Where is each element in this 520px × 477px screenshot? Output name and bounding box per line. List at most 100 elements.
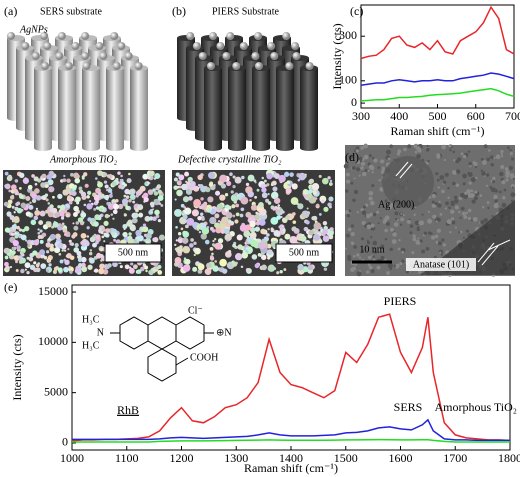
tem-noise (361, 220, 366, 225)
tem-noise (459, 192, 465, 198)
tem-noise (449, 230, 452, 234)
sem-grain (68, 191, 72, 195)
series-line (71, 313, 511, 442)
pillar (58, 68, 76, 148)
sem-grain (37, 231, 41, 235)
tem-noise (384, 228, 388, 233)
sem-grain (328, 234, 334, 240)
tem-noise (383, 217, 388, 222)
tem-noise (491, 180, 496, 184)
sem-grain (69, 270, 73, 274)
tem-noise (384, 238, 388, 241)
tem-noise (422, 234, 426, 237)
tem-noise (347, 227, 352, 232)
sem-grain (34, 182, 38, 186)
nanoparticle (81, 52, 90, 60)
tem-noise (350, 181, 354, 185)
sem-grain (147, 175, 151, 180)
nanoparticle (291, 42, 300, 50)
sem-grain (73, 225, 79, 231)
molecule-label: ⊕N (216, 327, 232, 338)
sem-grain (128, 172, 131, 176)
sem-grain (107, 188, 113, 193)
sem-grain (68, 200, 73, 205)
sem-grain (265, 198, 270, 203)
tem-noise (353, 245, 357, 249)
sem-grain (303, 226, 309, 232)
sem-grain (249, 226, 256, 233)
nanoparticle (40, 32, 49, 40)
tem-noise (504, 167, 509, 171)
sem-grain (121, 181, 126, 186)
tem-noise (467, 208, 472, 213)
panel-label: (c) (350, 4, 363, 18)
tem-noise (387, 204, 393, 210)
sem-grain (197, 269, 203, 274)
sem-grain (27, 244, 31, 248)
tem-noise (355, 149, 359, 153)
tem-noise (393, 222, 399, 227)
nanoparticle (71, 42, 80, 50)
sem-grain (72, 222, 75, 225)
sem-grain (7, 199, 13, 205)
x-tick-label: 400 (390, 109, 408, 123)
sem-grain (9, 265, 13, 269)
sem-grain (201, 227, 210, 235)
nanoparticle (21, 42, 30, 50)
tem-noise (372, 255, 375, 258)
tem-noise (361, 249, 365, 253)
tem-noise (462, 154, 467, 159)
sem-grain (128, 199, 132, 203)
y-tick-label: 0 (62, 435, 68, 449)
sem-grain (125, 205, 130, 211)
tem-noise (358, 174, 361, 177)
sem-grain (78, 262, 83, 268)
tem-noise (437, 186, 441, 189)
sem-grain (217, 220, 221, 223)
sem-grain (105, 188, 109, 192)
tem-noise (370, 236, 373, 239)
sem-grain (146, 173, 150, 177)
tem-noise (442, 243, 447, 247)
lattice-label: Anatase (101) (413, 259, 469, 270)
sem-grain (67, 248, 70, 251)
sem-grain (25, 196, 31, 201)
nanoparticle (292, 52, 301, 60)
tem-noise (363, 154, 369, 160)
sem-grain (86, 203, 93, 210)
sem-grain (267, 249, 273, 255)
sem-grain (173, 177, 178, 182)
tem-noise (353, 189, 359, 195)
nanoparticle (192, 42, 201, 50)
sem-grain (240, 265, 244, 269)
nanoparticle (232, 62, 241, 70)
sem-grain (219, 223, 226, 230)
tem-noise (348, 209, 352, 213)
molecule-label: COOH (190, 352, 218, 363)
tem-noise (371, 184, 375, 188)
sem-grain (16, 245, 21, 250)
sem-grain (211, 228, 216, 233)
nanoparticle (198, 52, 207, 60)
pillar-top (300, 145, 318, 151)
sem-grain (113, 238, 116, 242)
tem-noise (386, 271, 390, 275)
sem-grain (54, 211, 61, 218)
sem-grain (204, 239, 210, 245)
tem-noise (352, 198, 356, 202)
sem-grain (250, 239, 258, 247)
sem-grain (112, 261, 118, 268)
tem-noise (511, 157, 515, 161)
sem-grain (55, 233, 61, 240)
tem-noise (409, 224, 414, 228)
tem-noise (512, 177, 515, 180)
sem-grain (219, 194, 226, 201)
tem-noise (453, 159, 456, 162)
sem-grain (180, 203, 185, 208)
sem-grain (291, 226, 297, 232)
sem-grain (300, 235, 307, 242)
sem-grain (66, 178, 71, 183)
sem-grain (197, 186, 200, 189)
sem-grain (177, 237, 184, 244)
sem-grain (15, 202, 19, 207)
